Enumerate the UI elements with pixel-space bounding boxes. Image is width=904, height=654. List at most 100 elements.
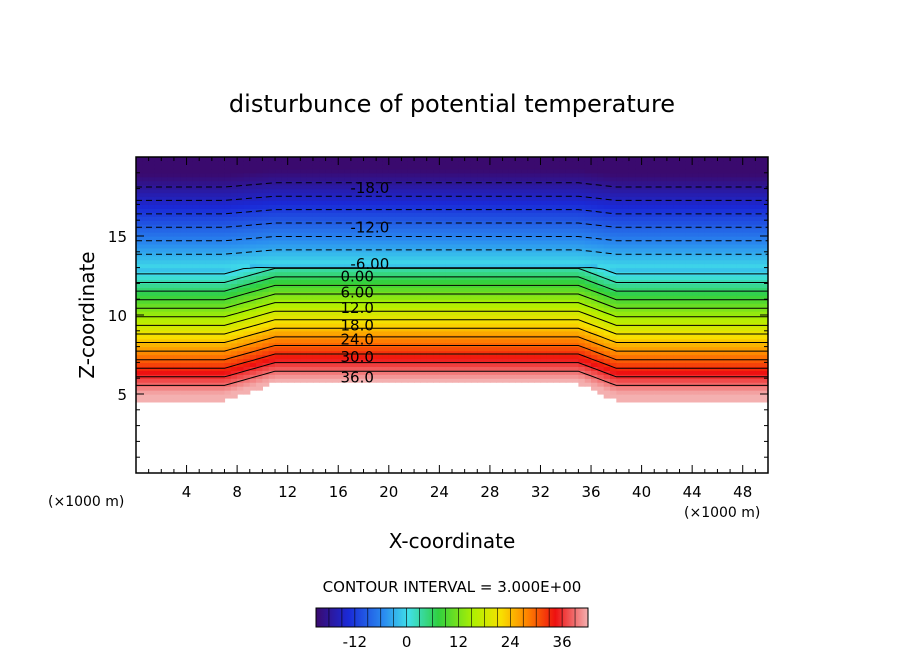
field-cell	[331, 200, 339, 205]
field-cell	[154, 283, 162, 288]
field-cell	[521, 303, 529, 308]
field-cell	[350, 255, 358, 261]
field-cell	[616, 208, 624, 213]
field-cell	[382, 204, 390, 209]
field-cell	[553, 157, 561, 162]
field-cell	[363, 251, 371, 257]
field-cell	[572, 338, 579, 344]
field-cell	[610, 239, 617, 245]
field-cell	[647, 397, 655, 403]
field-cell	[218, 208, 226, 213]
field-cell	[414, 303, 421, 308]
field-cell	[616, 216, 624, 221]
field-cell	[401, 350, 409, 356]
field-cell	[344, 275, 352, 281]
field-cell	[136, 307, 143, 312]
field-cell	[256, 374, 263, 379]
field-cell	[268, 247, 276, 253]
field-cell	[559, 208, 567, 213]
field-cell	[521, 259, 529, 265]
field-cell	[230, 318, 238, 324]
field-cell	[395, 354, 403, 360]
field-cell	[572, 346, 579, 352]
field-cell	[591, 259, 598, 265]
field-cell	[369, 330, 377, 336]
field-cell	[325, 303, 333, 308]
field-cell	[546, 303, 554, 308]
field-cell	[249, 287, 257, 292]
field-cell	[312, 220, 320, 225]
field-cell	[616, 263, 624, 269]
field-cell	[452, 176, 459, 182]
field-cell	[628, 358, 636, 363]
field-cell	[281, 157, 289, 162]
field-cell	[268, 184, 276, 190]
field-cell	[161, 208, 169, 213]
field-cell	[199, 247, 207, 253]
field-cell	[382, 338, 390, 344]
field-cell	[331, 247, 339, 253]
field-cell	[262, 283, 270, 288]
field-cell	[414, 228, 421, 233]
field-cell	[508, 370, 516, 375]
field-cell	[616, 259, 624, 265]
field-cell	[300, 378, 308, 383]
field-cell	[515, 212, 523, 217]
field-cell	[249, 378, 257, 383]
field-cell	[350, 232, 358, 237]
field-cell	[477, 279, 485, 284]
field-cell	[256, 196, 263, 202]
field-cell	[275, 263, 282, 269]
field-cell	[597, 318, 605, 324]
field-cell	[666, 283, 674, 288]
field-cell	[256, 224, 263, 229]
field-cell	[647, 311, 655, 316]
field-cell	[433, 267, 440, 273]
field-cell	[319, 216, 327, 221]
field-cell	[572, 243, 579, 249]
field-cell	[268, 196, 276, 202]
field-cell	[546, 212, 554, 217]
field-cell	[578, 160, 586, 166]
field-cell	[350, 196, 358, 202]
field-cell	[230, 220, 238, 225]
field-cell	[256, 299, 263, 304]
field-cell	[205, 160, 213, 166]
field-cell	[294, 346, 301, 352]
field-cell	[167, 279, 175, 284]
field-cell	[218, 346, 226, 352]
field-cell	[616, 287, 624, 292]
field-cell	[376, 279, 384, 284]
field-cell	[641, 378, 649, 383]
field-cell	[597, 220, 605, 225]
field-cell	[376, 338, 384, 344]
field-cell	[350, 192, 358, 198]
field-cell	[338, 354, 346, 360]
field-cell	[287, 196, 295, 202]
field-cell	[331, 196, 339, 202]
field-cell	[211, 212, 219, 217]
field-cell	[287, 338, 295, 344]
field-cell	[294, 275, 301, 281]
field-cell	[262, 160, 270, 166]
field-cell	[294, 295, 301, 300]
field-cell	[610, 216, 617, 221]
field-cell	[439, 172, 447, 178]
field-cell	[142, 263, 150, 269]
field-cell	[262, 220, 270, 225]
field-cell	[256, 267, 263, 273]
field-cell	[281, 220, 289, 225]
field-cell	[192, 164, 200, 170]
field-cell	[142, 397, 150, 403]
field-cell	[515, 303, 523, 308]
field-cell	[426, 275, 434, 281]
field-cell	[559, 176, 567, 182]
field-cell	[515, 322, 523, 328]
field-cell	[300, 220, 308, 225]
field-cell	[553, 311, 561, 316]
field-cell	[287, 330, 295, 336]
field-cell	[319, 370, 327, 375]
field-cell	[199, 196, 207, 202]
field-cell	[180, 307, 188, 312]
field-cell	[142, 318, 150, 324]
